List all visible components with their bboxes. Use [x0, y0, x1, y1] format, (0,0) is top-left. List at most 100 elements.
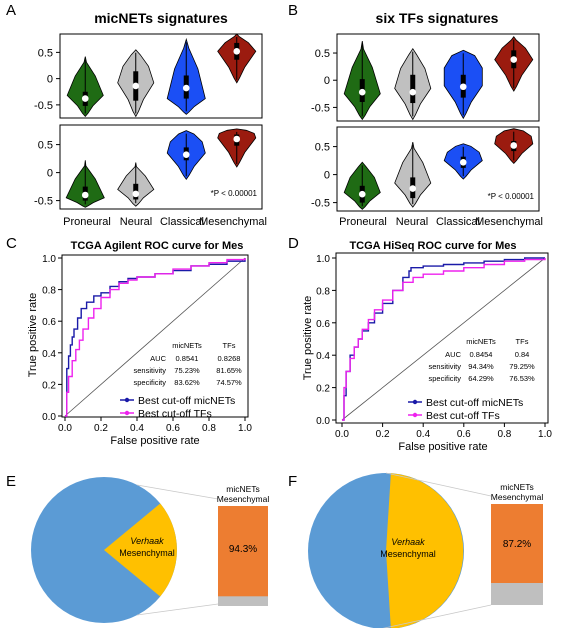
- pie-slice-label-line1: Verhaak: [130, 536, 164, 546]
- bar-title-line1: micNETs: [226, 484, 260, 494]
- panel-b-title: six TFs signatures: [376, 10, 499, 26]
- panel-c-ylabel: True positive rate: [27, 293, 39, 378]
- legend-marker-micnets: [124, 397, 130, 403]
- y-tick-label: 1.0: [316, 254, 330, 265]
- violin-median-point: [132, 190, 140, 198]
- panel-c-title: TCGA Agilent ROC curve for Mes: [71, 240, 244, 252]
- panel-label-c: C: [6, 235, 17, 252]
- stacked-bar-other: [491, 583, 543, 605]
- violin-median-point: [358, 88, 366, 96]
- y-tick-label: 0: [324, 75, 330, 87]
- table-cell: 75.23%: [174, 366, 200, 375]
- x-tick-label: 0.8: [202, 423, 216, 434]
- violin-median-point: [409, 185, 417, 192]
- x-tick-label: 0.2: [376, 429, 390, 440]
- table-row-label: specificity: [428, 374, 461, 383]
- violin-median-point: [358, 190, 366, 198]
- x-tick-label: 0.2: [94, 423, 108, 434]
- table-cell: 81.65%: [216, 366, 242, 375]
- pie-slice-label-line1: Verhaak: [391, 537, 425, 547]
- table-row-label: sensitivity: [428, 362, 461, 371]
- zoom-line-top: [136, 484, 219, 500]
- panel-label-b: B: [288, 2, 298, 19]
- y-tick-label: 0.4: [316, 351, 330, 362]
- table-cell: 64.29%: [468, 374, 494, 383]
- panel-a-title: micNETs signatures: [94, 10, 228, 26]
- y-tick-label: 0.6: [42, 317, 56, 328]
- roc-curve-tfs: [65, 258, 246, 417]
- panel-label-e: E: [6, 473, 16, 490]
- y-tick-label: 0.8: [42, 286, 56, 297]
- table-header: micNETs: [466, 337, 496, 346]
- category-label: Classical: [436, 216, 480, 228]
- table-row-label: AUC: [150, 354, 166, 363]
- y-tick-label: -0.5: [34, 196, 53, 208]
- panel-a: A micNETs signatures -0.5 0 0.5 -0.5 0 0.5 *…: [6, 2, 267, 228]
- legend-marker-tfs: [412, 412, 418, 418]
- violin-plot-a-top: -0.5 0 0.5: [34, 33, 263, 119]
- zoom-lines-f: [382, 472, 492, 628]
- legend-marker-tfs: [124, 410, 130, 416]
- x-tick-label: 0.8: [497, 429, 511, 440]
- violin-median-point: [510, 142, 518, 149]
- table-cell: 0.8268: [218, 354, 241, 363]
- pie-slice-label-line2: Mesenchymal: [380, 549, 436, 559]
- zoom-lines-e: [136, 484, 219, 616]
- table-header: TFs: [223, 341, 236, 350]
- table-cell: 0.8541: [176, 354, 199, 363]
- violin-median-point: [182, 84, 190, 92]
- table-cell: 76.53%: [509, 374, 535, 383]
- zoom-line-top: [385, 472, 492, 497]
- y-tick-label: 0.5: [38, 140, 53, 152]
- legend-label: Best cut-off TFs: [426, 410, 500, 422]
- legend-marker-micnets: [412, 399, 418, 405]
- x-tick-label: 1.0: [538, 429, 552, 440]
- y-tick-label: -0.5: [311, 102, 330, 114]
- violin-plot-b-bottom: -0.5 0 0.5: [311, 126, 540, 212]
- plot-frame: [61, 254, 249, 418]
- bar-value-label: 94.3%: [229, 544, 257, 555]
- panel-d-title: TCGA HiSeq ROC curve for Mes: [349, 240, 516, 252]
- table-header: micNETs: [172, 341, 202, 350]
- roc-curve-tfs: [342, 258, 546, 421]
- violin-median-point: [233, 48, 241, 55]
- violin-median-point: [182, 151, 190, 158]
- bar-title-line2: Mesenchymal: [217, 494, 270, 504]
- bar-title-line2: Mesenchymal: [491, 492, 544, 502]
- y-tick-label: 0.5: [38, 47, 53, 59]
- violin-plot-a-bottom: -0.5 0 0.5: [34, 124, 263, 210]
- table-cell: 79.25%: [509, 362, 535, 371]
- y-tick-label: -0.5: [311, 198, 330, 210]
- panel-d-stats-table: micNETs TFs AUC 0.8454 0.84 sensitivity …: [428, 337, 535, 383]
- category-label: Neural: [396, 216, 428, 228]
- table-row-label: specificity: [133, 378, 166, 387]
- y-tick-label: 0.6: [316, 319, 330, 330]
- violin-median-point: [233, 135, 241, 143]
- panel-b: B six TFs signatures -0.5 0 0.5 -0.5 0 0.5 *…: [288, 2, 543, 228]
- category-label: Mesenchymal: [199, 216, 267, 228]
- plot-frame: [59, 33, 263, 119]
- x-tick-label: 1.0: [238, 423, 252, 434]
- legend-label: Best cut-off TFs: [138, 408, 212, 420]
- panel-d: D TCGA HiSeq ROC curve for Mes 0.0 0.2 0.4…: [288, 235, 552, 453]
- table-cell: 0.8454: [470, 350, 493, 359]
- violin-median-point: [459, 83, 467, 91]
- panel-a-categories: Proneural Neural Classical Mesenchymal: [63, 216, 267, 228]
- y-tick-label: 0.2: [42, 380, 56, 391]
- pie-slice-verhaak-mesenchymal: [104, 503, 177, 597]
- violin-median-point: [81, 95, 89, 102]
- plot-frame: [336, 33, 540, 122]
- roc-diagonal: [341, 257, 546, 421]
- y-tick-label: 0.5: [315, 48, 330, 60]
- roc-plot-d: 0.0 0.2 0.4 0.6 0.8 1.0 0.0 0.2 0.4 0.6 0.8 1.0: [316, 252, 552, 440]
- y-tick-label: 0.0: [316, 416, 330, 427]
- y-tick-label: 0: [47, 168, 53, 180]
- violin-median-point: [510, 56, 518, 63]
- bar-title-line1: micNETs: [500, 482, 534, 492]
- plot-frame: [335, 252, 549, 424]
- panel-d-legend: Best cut-off micNETs Best cut-off TFs: [408, 397, 523, 422]
- category-label: Proneural: [63, 216, 111, 228]
- panel-c-legend: Best cut-off micNETs Best cut-off TFs: [120, 395, 235, 420]
- panel-c: C TCGA Agilent ROC curve for Mes 0.0 0.2 0…: [6, 235, 252, 447]
